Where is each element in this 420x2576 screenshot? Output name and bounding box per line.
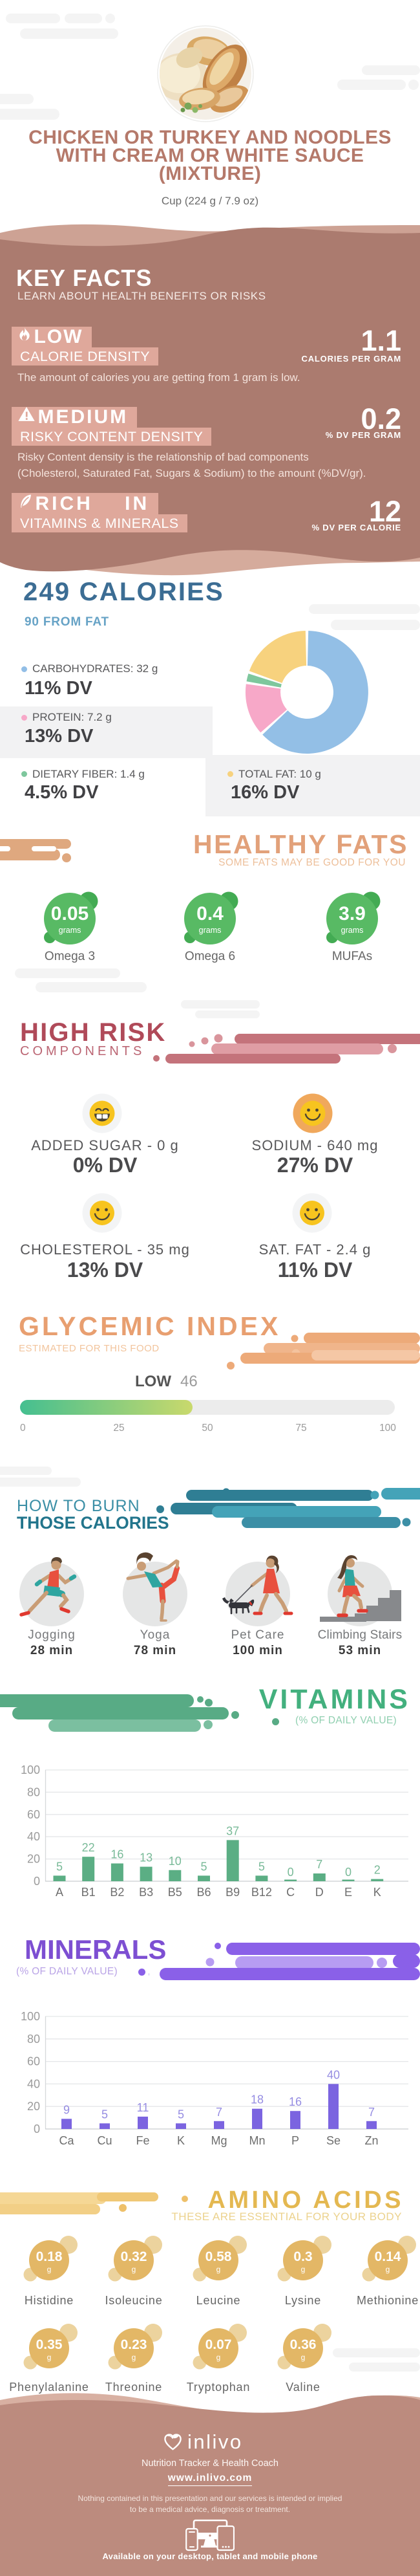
svg-text:P: P [291,2134,299,2147]
svg-text:40: 40 [27,1830,40,1843]
svg-text:7: 7 [316,1858,322,1871]
svg-text:0: 0 [288,1866,294,1879]
svg-text:K: K [373,1886,381,1899]
svg-text:0: 0 [34,1875,40,1888]
svg-text:A: A [56,1886,63,1899]
svg-text:0.35: 0.35 [36,2337,63,2352]
svg-text:0.18: 0.18 [36,2249,63,2264]
svg-text:7: 7 [216,2106,222,2119]
svg-text:0.23: 0.23 [121,2337,147,2352]
svg-text:grams: grams [199,926,222,935]
svg-text:9: 9 [63,2103,70,2116]
svg-text:0.4: 0.4 [196,903,224,924]
svg-text:5: 5 [56,1860,63,1873]
svg-text:10: 10 [169,1855,182,1868]
svg-text:13: 13 [140,1851,152,1864]
svg-text:20: 20 [27,2100,40,2113]
svg-text:Mn: Mn [249,2134,265,2147]
svg-text:B9: B9 [226,1886,240,1899]
svg-text:40: 40 [27,2077,40,2090]
svg-text:100: 100 [21,2010,40,2023]
svg-text:g: g [132,2353,136,2362]
svg-text:B3: B3 [139,1886,153,1899]
svg-text:g: g [386,2265,390,2274]
svg-text:grams: grams [341,926,364,935]
svg-text:2: 2 [374,1864,381,1877]
svg-text:g: g [301,2265,306,2274]
svg-text:0: 0 [34,2123,40,2135]
svg-text:B6: B6 [196,1886,211,1899]
svg-text:0: 0 [345,1866,352,1879]
svg-text:22: 22 [82,1841,95,1854]
svg-text:B2: B2 [110,1886,124,1899]
svg-text:18: 18 [251,2093,264,2106]
svg-text:g: g [301,2353,306,2362]
svg-text:60: 60 [27,2055,40,2068]
svg-text:g: g [47,2265,52,2274]
svg-text:D: D [315,1886,324,1899]
svg-text:grams: grams [59,926,81,935]
svg-text:g: g [216,2265,221,2274]
svg-text:Fe: Fe [136,2134,149,2147]
svg-text:40: 40 [327,2068,340,2081]
svg-text:0.05: 0.05 [51,903,89,924]
svg-text:5: 5 [200,1860,207,1873]
svg-text:37: 37 [226,1824,239,1837]
svg-text:16: 16 [110,1848,123,1861]
svg-text:Zn: Zn [364,2134,378,2147]
svg-text:7: 7 [368,2106,375,2119]
svg-text:5: 5 [258,1860,265,1873]
svg-text:Mg: Mg [211,2134,227,2147]
svg-text:g: g [132,2265,136,2274]
svg-text:B5: B5 [168,1886,182,1899]
svg-text:C: C [286,1886,295,1899]
svg-text:K: K [177,2134,185,2147]
svg-text:g: g [216,2353,221,2362]
svg-text:20: 20 [27,1853,40,1866]
svg-text:0.07: 0.07 [205,2337,232,2352]
svg-text:80: 80 [27,2033,40,2046]
svg-text:Cu: Cu [97,2134,112,2147]
svg-text:60: 60 [27,1808,40,1821]
svg-text:100: 100 [21,1763,40,1776]
svg-text:11: 11 [137,2101,149,2114]
svg-text:0.3: 0.3 [293,2249,312,2264]
svg-text:0.58: 0.58 [205,2249,232,2264]
svg-text:80: 80 [27,1785,40,1798]
svg-text:0.32: 0.32 [121,2249,147,2264]
svg-text:5: 5 [101,2108,108,2121]
svg-text:E: E [344,1886,352,1899]
svg-text:0.36: 0.36 [290,2337,317,2352]
svg-text:3.9: 3.9 [339,903,366,924]
svg-text:0.14: 0.14 [375,2249,401,2264]
svg-text:Ca: Ca [59,2134,74,2147]
svg-text:g: g [47,2353,52,2362]
svg-text:B12: B12 [251,1886,272,1899]
svg-text:16: 16 [289,2095,302,2108]
svg-text:5: 5 [178,2108,184,2121]
svg-text:B1: B1 [81,1886,96,1899]
svg-text:Se: Se [326,2134,341,2147]
